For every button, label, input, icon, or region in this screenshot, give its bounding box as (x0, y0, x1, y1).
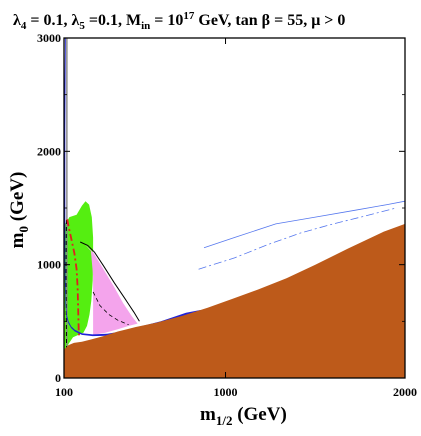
title-lambda5: λ (71, 12, 79, 29)
y-axis-label-sub: 0 (16, 226, 31, 233)
line-red-dashdot (66, 219, 81, 339)
y-tick-label: 2000 (37, 144, 61, 158)
plot-area (64, 38, 405, 378)
x-axis-label-unit: (GeV) (232, 404, 286, 425)
x-axis-label-sub: 1/2 (216, 413, 233, 428)
x-axis-label-main: m (200, 404, 216, 425)
title-lambda5-val: =0.1, M (85, 12, 141, 29)
title-lambda4-val: = 0.1, (26, 12, 71, 29)
title-min-exp: 17 (183, 10, 195, 22)
chart-title: λ4 = 0.1, λ5 =0.1, Min = 1017 GeV, tan β… (13, 10, 345, 32)
title-lambda4: λ (13, 12, 21, 29)
x-axis-label: m1/2 (GeV) (200, 404, 287, 428)
title-min-unit: GeV, tan β = 55, μ > 0 (194, 12, 345, 29)
y-tick-label: 0 (55, 371, 61, 385)
line-blue-long (203, 200, 405, 249)
y-axis-label-main: m (7, 232, 28, 248)
x-tick-label: 2000 (393, 385, 417, 399)
line-black-solid (79, 241, 140, 322)
title-lambda5-sub: 5 (79, 20, 85, 32)
title-min-sub: in (141, 20, 150, 32)
x-tick-label: 1000 (214, 385, 238, 399)
region-pink (84, 244, 138, 335)
x-tick-label: 100 (55, 385, 73, 399)
title-lambda4-sub: 4 (21, 20, 27, 32)
ticks: 100 1000 2000 0 1000 2000 3000 (37, 31, 417, 399)
y-tick-label: 1000 (37, 258, 61, 272)
line-pink-dashed (92, 291, 129, 326)
title-min-val: = 10 (150, 12, 183, 29)
y-tick-label: 3000 (37, 31, 61, 45)
region-excluded (64, 223, 405, 378)
line-blue-dashdot (198, 207, 397, 270)
y-axis-label: m0 (GeV) (7, 172, 31, 249)
y-axis-label-unit: (GeV) (7, 172, 28, 226)
